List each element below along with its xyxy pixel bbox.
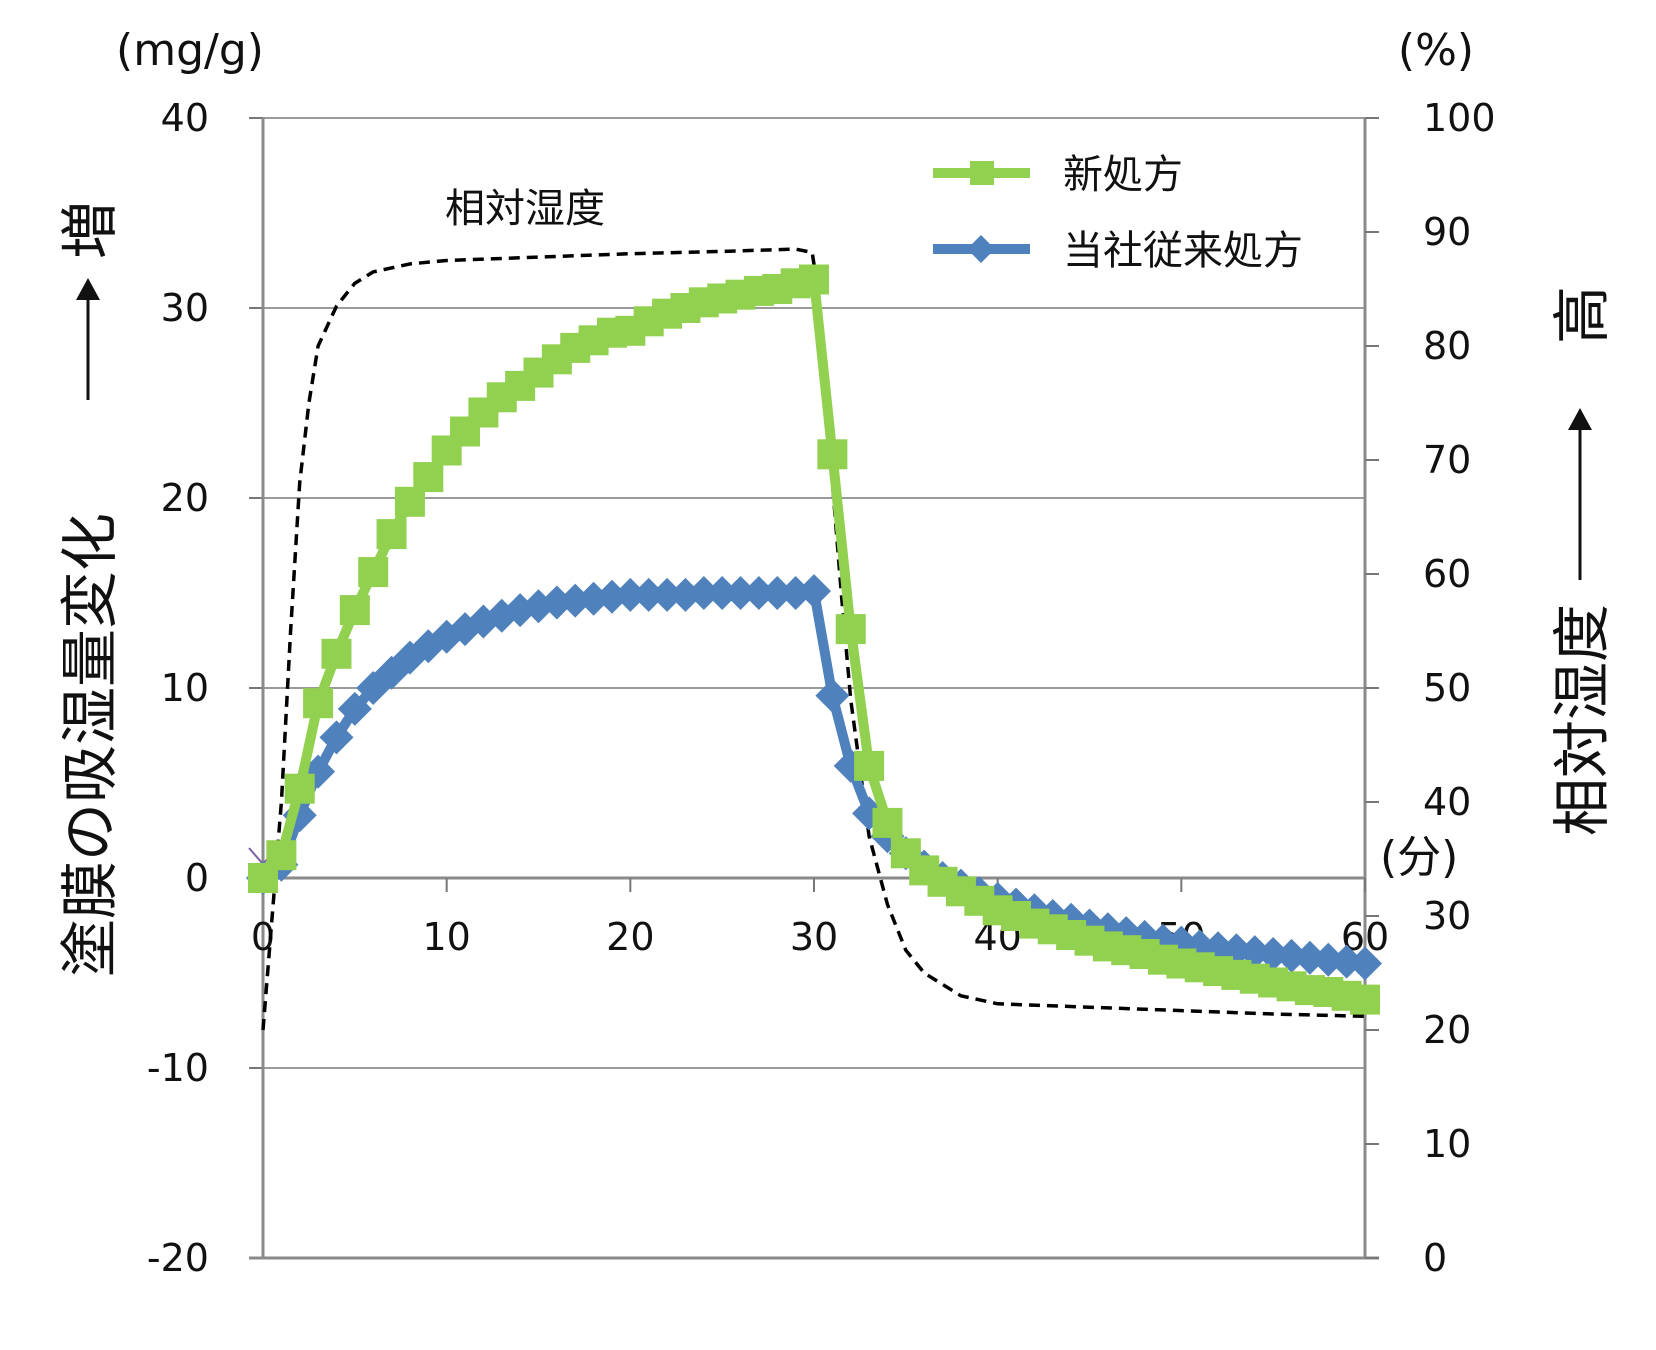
series-group xyxy=(246,247,1382,1031)
conventional-formula-point xyxy=(760,576,795,610)
left-tick-label: -10 xyxy=(147,1046,209,1090)
left-axis-unit: (mg/g) xyxy=(116,25,264,76)
conventional-formula-point xyxy=(1348,946,1382,981)
new-formula-point xyxy=(799,264,829,295)
right-tick-label: 10 xyxy=(1423,1122,1471,1166)
new-formula-point xyxy=(413,462,444,493)
new-formula-point xyxy=(321,638,352,669)
left-tick-label: 30 xyxy=(161,286,209,330)
conventional-formula-point xyxy=(613,577,648,612)
conventional-formula-point xyxy=(723,576,758,610)
left-axis-title: 塗膜の吸湿量変化 xyxy=(56,513,124,977)
new-formula-point xyxy=(854,750,885,781)
humidity-annotation: 相対湿度 xyxy=(445,186,605,232)
right-axis-title: 相対湿度 xyxy=(1548,604,1616,836)
new-formula-point xyxy=(376,519,407,550)
new-formula-point xyxy=(284,773,315,804)
legend-marker-new xyxy=(970,161,994,185)
conventional-formula-point xyxy=(741,576,776,610)
new-formula-point xyxy=(266,840,297,871)
right-tick-label: 30 xyxy=(1423,894,1471,938)
legend-label-new: 新処方 xyxy=(1063,152,1183,198)
new-formula-point xyxy=(303,688,334,719)
conventional-formula-point xyxy=(319,720,354,755)
right-tick-label: 90 xyxy=(1423,210,1471,254)
left-tick-label: 40 xyxy=(161,96,209,140)
x-tick-label: 20 xyxy=(606,915,654,959)
left-tick-label: -20 xyxy=(147,1236,209,1280)
right-tick-label: 50 xyxy=(1423,666,1471,710)
x-tick-label: 10 xyxy=(422,915,470,959)
conventional-formula-point xyxy=(650,577,685,612)
new-formula-point xyxy=(1350,984,1380,1015)
x-axis-unit: (分) xyxy=(1380,832,1458,883)
left-axis-arrow-label: 増 xyxy=(56,201,124,259)
left-axis-arrow-icon xyxy=(76,278,100,300)
left-tick-label: 10 xyxy=(161,666,209,710)
left-tick-label: 0 xyxy=(185,856,209,900)
right-axis-title-group: 相対湿度 高 xyxy=(1548,286,1616,836)
right-tick-label: 70 xyxy=(1423,438,1471,482)
left-tick-label: 20 xyxy=(161,476,209,520)
new-formula-point xyxy=(817,439,848,470)
conventional-formula-point xyxy=(631,577,666,612)
conventional-formula-point xyxy=(797,574,831,609)
new-formula-point xyxy=(358,557,389,588)
right-tick-label: 0 xyxy=(1423,1236,1447,1280)
new-formula-point xyxy=(872,807,903,838)
legend-label-conventional: 当社従来処方 xyxy=(1063,228,1303,274)
humidity-line xyxy=(261,247,1366,1031)
right-tick-label: 60 xyxy=(1423,552,1471,596)
conventional-formula-point xyxy=(815,678,850,713)
axes xyxy=(249,117,1379,1260)
new-formula-point xyxy=(339,595,370,626)
conventional-formula-point xyxy=(686,576,721,610)
right-axis-unit: (%) xyxy=(1398,25,1474,76)
right-tick-label: 80 xyxy=(1423,324,1471,368)
right-tick-label: 40 xyxy=(1423,780,1471,824)
x-tick-label: 30 xyxy=(790,915,838,959)
legend: 新処方 当社従来処方 xyxy=(933,152,1303,274)
right-tick-label: 20 xyxy=(1423,1008,1471,1052)
right-axis-arrow-label: 高 xyxy=(1548,286,1616,344)
new-formula-point xyxy=(835,614,866,645)
right-axis-arrow-icon xyxy=(1568,408,1592,430)
conventional-formula-point xyxy=(705,576,740,610)
left-axis-title-group: 塗膜の吸湿量変化 増 xyxy=(56,201,124,977)
legend-marker-conventional xyxy=(967,235,995,263)
right-tick-label: 100 xyxy=(1423,96,1496,140)
conventional-formula-point xyxy=(337,691,372,726)
